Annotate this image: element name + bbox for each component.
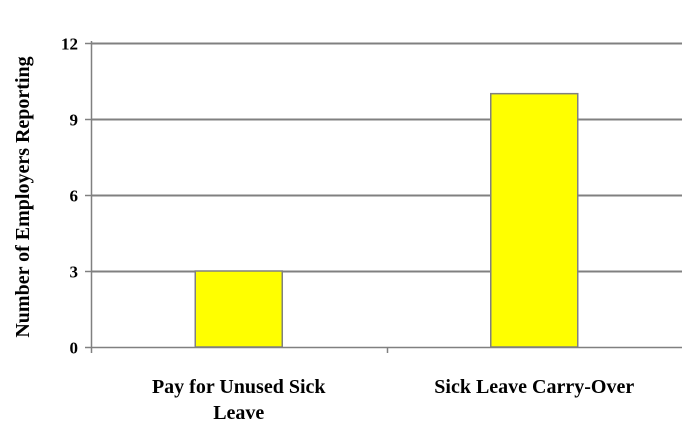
x-category-label: Sick Leave Carry-Over [434, 376, 634, 398]
x-category-label: Pay for Unused Sick [152, 376, 326, 398]
y-tick-label: 6 [70, 187, 79, 206]
x-category-labels: Pay for Unused Sick Leave Sick Leave Carry… [152, 376, 634, 424]
y-tick-label: 9 [70, 111, 79, 130]
y-tick-label: 0 [70, 339, 79, 358]
axes [85, 41, 682, 353]
y-axis-title: Number of Employers Reporting [12, 56, 34, 337]
bar-1 [194, 270, 283, 348]
y-tick-labels: 0 3 6 9 12 [61, 35, 78, 358]
bar-2 [490, 92, 579, 348]
y-tick-label: 3 [70, 263, 79, 282]
gridlines [91, 42, 682, 273]
bars [194, 92, 579, 348]
x-category-label: Leave [213, 402, 264, 424]
y-tick-label: 12 [61, 35, 78, 54]
